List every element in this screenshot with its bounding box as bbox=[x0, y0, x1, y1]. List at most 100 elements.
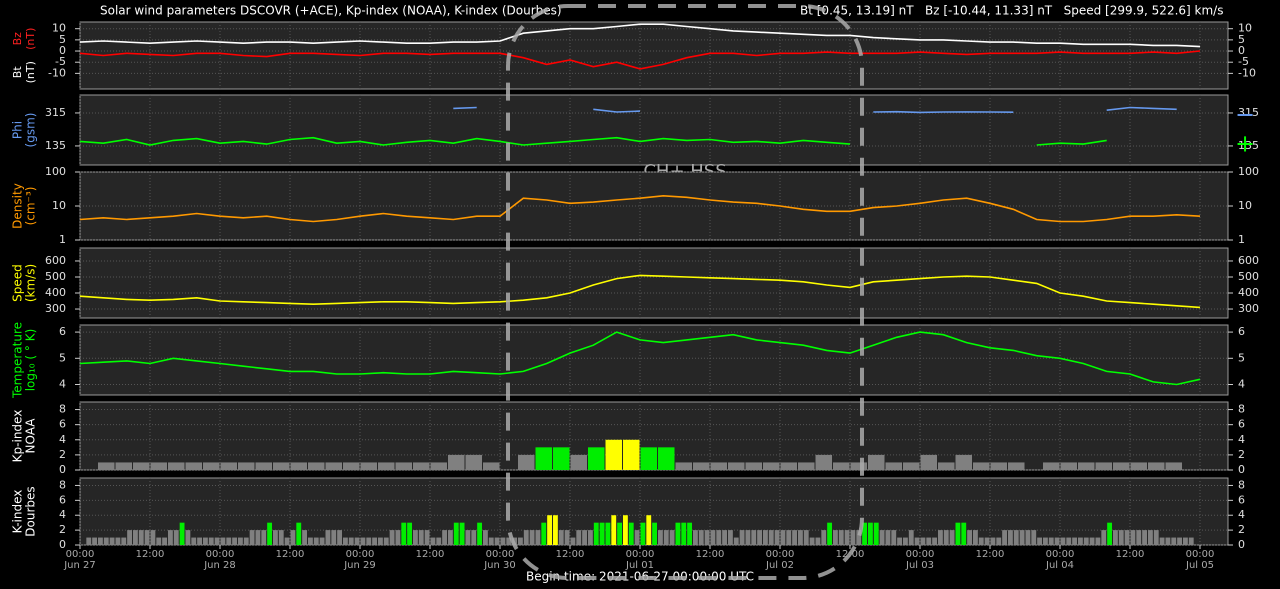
bar bbox=[290, 530, 296, 545]
bar bbox=[984, 537, 990, 545]
y-tick-label-right: 400 bbox=[1238, 286, 1259, 299]
y-tick-label: 6 bbox=[59, 493, 66, 506]
bar bbox=[1165, 537, 1171, 545]
y-tick-label-right: 1 bbox=[1238, 233, 1245, 246]
y-tick-label-right: 10 bbox=[1238, 199, 1252, 212]
y-axis-label: Phi bbox=[11, 121, 25, 139]
y-tick-label-right: 315 bbox=[1238, 106, 1259, 119]
bar bbox=[844, 530, 850, 545]
y-tick-label: 6 bbox=[59, 418, 66, 431]
y-axis-label: NOAA bbox=[24, 418, 38, 454]
bar bbox=[1043, 462, 1060, 470]
y-axis-label: Speed bbox=[11, 264, 25, 302]
y-tick-label-right: 4 bbox=[1238, 378, 1245, 391]
bar bbox=[378, 537, 383, 545]
bar bbox=[378, 462, 395, 470]
x-tick-date: Jun 30 bbox=[483, 560, 516, 571]
bar bbox=[547, 515, 552, 545]
legend-entry: + bbox=[1235, 130, 1255, 158]
y-axis-label: (nT) bbox=[24, 61, 37, 83]
bar bbox=[168, 530, 173, 545]
x-tick-date: Jun 29 bbox=[343, 560, 376, 571]
bar bbox=[658, 447, 675, 470]
bar bbox=[1002, 530, 1007, 545]
bar bbox=[1159, 537, 1165, 545]
bar bbox=[185, 530, 191, 545]
bar bbox=[833, 530, 838, 545]
bar bbox=[693, 462, 710, 470]
bar bbox=[494, 537, 500, 545]
bar bbox=[383, 537, 389, 545]
bar bbox=[86, 537, 92, 545]
bar bbox=[669, 530, 675, 545]
bar bbox=[949, 530, 955, 545]
bar bbox=[98, 537, 103, 545]
y-tick-label: 10 bbox=[52, 199, 66, 212]
bar bbox=[389, 530, 395, 545]
y-tick-label: -10 bbox=[48, 66, 66, 79]
bar bbox=[733, 537, 739, 545]
bar bbox=[938, 462, 955, 470]
y-tick-label: 4 bbox=[59, 433, 66, 446]
bar bbox=[891, 530, 897, 545]
bar bbox=[220, 462, 237, 470]
chart-title: Solar wind parameters DSCOVR (+ACE), Kp-… bbox=[100, 4, 562, 18]
x-tick-label: 12:00 bbox=[976, 549, 1005, 560]
bar bbox=[319, 537, 325, 545]
bar bbox=[1060, 537, 1066, 545]
bar bbox=[448, 530, 453, 545]
bar bbox=[284, 537, 290, 545]
bar bbox=[856, 530, 862, 545]
bar bbox=[360, 537, 366, 545]
panel bbox=[79, 324, 1229, 396]
bar bbox=[815, 537, 821, 545]
bar bbox=[1083, 537, 1089, 545]
bar bbox=[1066, 537, 1072, 545]
bar bbox=[150, 462, 167, 470]
bar bbox=[675, 462, 692, 470]
y-tick-label: 4 bbox=[59, 508, 66, 521]
bar bbox=[1072, 537, 1077, 545]
bar bbox=[1165, 462, 1182, 470]
bar bbox=[98, 462, 115, 470]
y-tick-label: 8 bbox=[59, 478, 66, 491]
bar bbox=[1171, 537, 1177, 545]
bar bbox=[360, 462, 377, 470]
bar bbox=[395, 462, 412, 470]
y-tick-label: 6 bbox=[59, 325, 66, 338]
bar bbox=[535, 530, 541, 545]
bar bbox=[973, 530, 978, 545]
bar bbox=[343, 462, 360, 470]
bar bbox=[366, 537, 372, 545]
bar bbox=[418, 530, 424, 545]
y-tick-label: 300 bbox=[45, 302, 66, 315]
bar bbox=[413, 530, 418, 545]
y-tick-label-right: 135 bbox=[1238, 139, 1259, 152]
bar bbox=[133, 530, 138, 545]
y-tick-label-right: 6 bbox=[1238, 325, 1245, 338]
bar bbox=[961, 522, 967, 545]
series-line bbox=[79, 194, 1201, 223]
y-axis-label: Density bbox=[11, 183, 25, 229]
bar bbox=[1008, 530, 1013, 545]
bar bbox=[833, 462, 850, 470]
bar bbox=[768, 530, 774, 545]
bar bbox=[728, 462, 745, 470]
y-tick-label-right: 4 bbox=[1238, 433, 1245, 446]
bar bbox=[308, 462, 325, 470]
x-tick-date: Jul 03 bbox=[905, 560, 934, 571]
bar bbox=[1136, 530, 1142, 545]
bar bbox=[1113, 530, 1118, 545]
bar bbox=[1130, 462, 1147, 470]
x-tick-label: 12:00 bbox=[1116, 549, 1145, 560]
bar bbox=[296, 522, 302, 545]
bar bbox=[144, 530, 150, 545]
bar bbox=[885, 530, 891, 545]
bar bbox=[920, 537, 926, 545]
bar bbox=[138, 530, 144, 545]
bar bbox=[1148, 462, 1165, 470]
bar bbox=[868, 454, 885, 470]
y-tick-label: 2 bbox=[59, 448, 66, 461]
bar bbox=[564, 530, 570, 545]
